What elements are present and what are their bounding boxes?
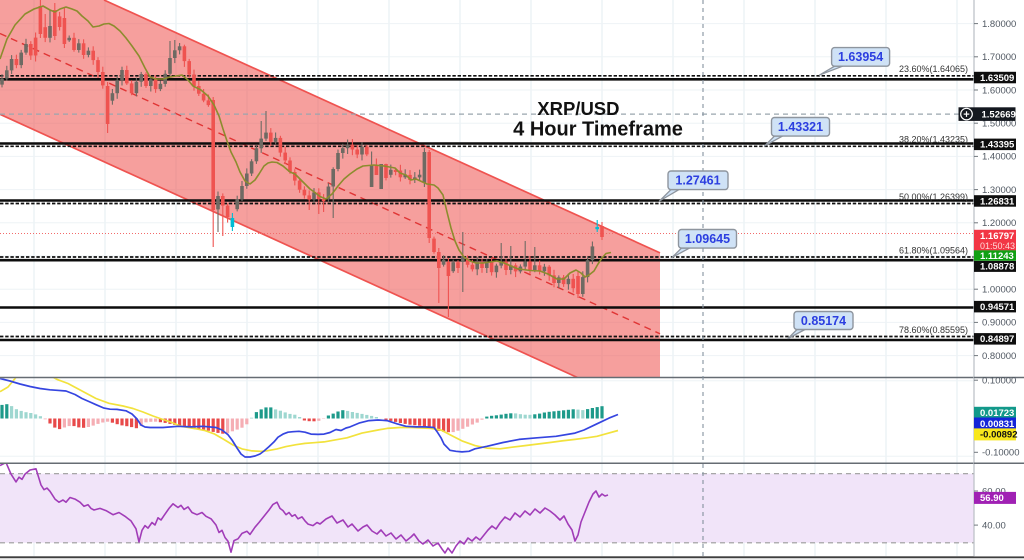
svg-text:1.00000: 1.00000 xyxy=(982,285,1016,296)
svg-text:61.80%(1.09564): 61.80%(1.09564) xyxy=(899,245,968,255)
svg-text:0.84897: 0.84897 xyxy=(980,334,1014,345)
svg-text:1.40000: 1.40000 xyxy=(982,152,1016,163)
svg-text:0.10000: 0.10000 xyxy=(982,376,1016,387)
svg-text:50.00%(1.26399): 50.00%(1.26399) xyxy=(899,192,968,202)
svg-text:60.00: 60.00 xyxy=(982,486,1006,497)
svg-text:1.43321: 1.43321 xyxy=(778,120,823,134)
svg-text:1.70000: 1.70000 xyxy=(982,52,1016,63)
svg-text:23.60%(1.64065): 23.60%(1.64065) xyxy=(899,64,968,74)
svg-text:0.90000: 0.90000 xyxy=(982,318,1016,329)
svg-text:0.85174: 0.85174 xyxy=(801,314,846,328)
svg-text:1.20000: 1.20000 xyxy=(982,218,1016,229)
svg-text:0.94571: 0.94571 xyxy=(980,302,1015,313)
svg-text:78.60%(0.85595): 78.60%(0.85595) xyxy=(899,325,968,335)
svg-text:1.11243: 1.11243 xyxy=(980,251,1014,262)
svg-text:1.30000: 1.30000 xyxy=(982,185,1016,196)
svg-text:38.20%(1.43235): 38.20%(1.43235) xyxy=(899,135,968,145)
svg-text:1.09645: 1.09645 xyxy=(685,232,730,246)
svg-text:0.00831: 0.00831 xyxy=(980,419,1015,430)
svg-text:0.80000: 0.80000 xyxy=(982,351,1016,362)
svg-text:4 Hour Timeframe: 4 Hour Timeframe xyxy=(513,119,683,141)
svg-text:-0.10000: -0.10000 xyxy=(982,448,1020,459)
svg-text:40.00: 40.00 xyxy=(982,520,1006,531)
svg-text:0.01723: 0.01723 xyxy=(980,408,1014,419)
svg-text:1.60000: 1.60000 xyxy=(982,85,1016,96)
svg-text:1.52669: 1.52669 xyxy=(982,109,1016,120)
svg-text:56.90: 56.90 xyxy=(980,493,1004,504)
svg-text:1.63954: 1.63954 xyxy=(838,50,883,64)
svg-text:-0.00892: -0.00892 xyxy=(980,430,1018,441)
svg-text:1.50000: 1.50000 xyxy=(982,119,1016,130)
svg-text:XRP/USD: XRP/USD xyxy=(537,98,619,119)
svg-text:1.26831: 1.26831 xyxy=(980,196,1015,207)
svg-text:1.43395: 1.43395 xyxy=(980,140,1015,151)
svg-text:1.08878: 1.08878 xyxy=(980,262,1014,273)
svg-text:1.27461: 1.27461 xyxy=(675,174,720,188)
svg-text:1.63509: 1.63509 xyxy=(980,73,1014,84)
svg-text:1.16797: 1.16797 xyxy=(980,231,1014,242)
svg-text:01:50:43: 01:50:43 xyxy=(980,241,1015,251)
svg-text:1.80000: 1.80000 xyxy=(982,19,1016,30)
